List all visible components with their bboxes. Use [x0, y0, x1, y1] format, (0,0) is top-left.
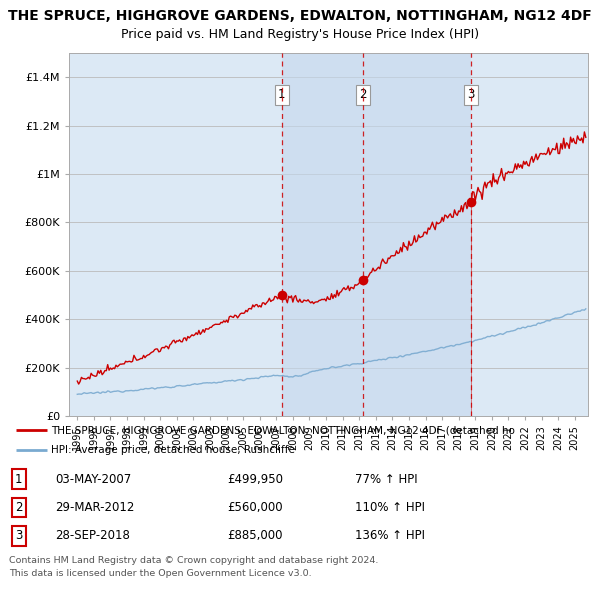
Text: 110% ↑ HPI: 110% ↑ HPI [355, 501, 425, 514]
Text: THE SPRUCE, HIGHGROVE GARDENS, EDWALTON, NOTTINGHAM, NG12 4DF (detached ho: THE SPRUCE, HIGHGROVE GARDENS, EDWALTON,… [52, 425, 515, 435]
Text: 29-MAR-2012: 29-MAR-2012 [55, 501, 135, 514]
Text: 77% ↑ HPI: 77% ↑ HPI [355, 473, 418, 486]
Text: 2: 2 [359, 88, 367, 101]
Text: 136% ↑ HPI: 136% ↑ HPI [355, 529, 425, 542]
Text: 3: 3 [15, 529, 22, 542]
Text: HPI: Average price, detached house, Rushcliffe: HPI: Average price, detached house, Rush… [52, 445, 295, 455]
Text: THE SPRUCE, HIGHGROVE GARDENS, EDWALTON, NOTTINGHAM, NG12 4DF: THE SPRUCE, HIGHGROVE GARDENS, EDWALTON,… [8, 9, 592, 23]
Text: 3: 3 [467, 88, 475, 101]
Text: £560,000: £560,000 [227, 501, 283, 514]
Bar [282, 53, 471, 416]
Text: 2: 2 [15, 501, 23, 514]
Text: £499,950: £499,950 [227, 473, 283, 486]
Text: 03-MAY-2007: 03-MAY-2007 [55, 473, 132, 486]
Text: 1: 1 [15, 473, 23, 486]
Text: This data is licensed under the Open Government Licence v3.0.: This data is licensed under the Open Gov… [9, 569, 311, 578]
Text: Price paid vs. HM Land Registry's House Price Index (HPI): Price paid vs. HM Land Registry's House … [121, 28, 479, 41]
Text: Contains HM Land Registry data © Crown copyright and database right 2024.: Contains HM Land Registry data © Crown c… [9, 556, 379, 565]
Text: 1: 1 [278, 88, 286, 101]
Text: 28-SEP-2018: 28-SEP-2018 [55, 529, 130, 542]
Text: £885,000: £885,000 [227, 529, 283, 542]
